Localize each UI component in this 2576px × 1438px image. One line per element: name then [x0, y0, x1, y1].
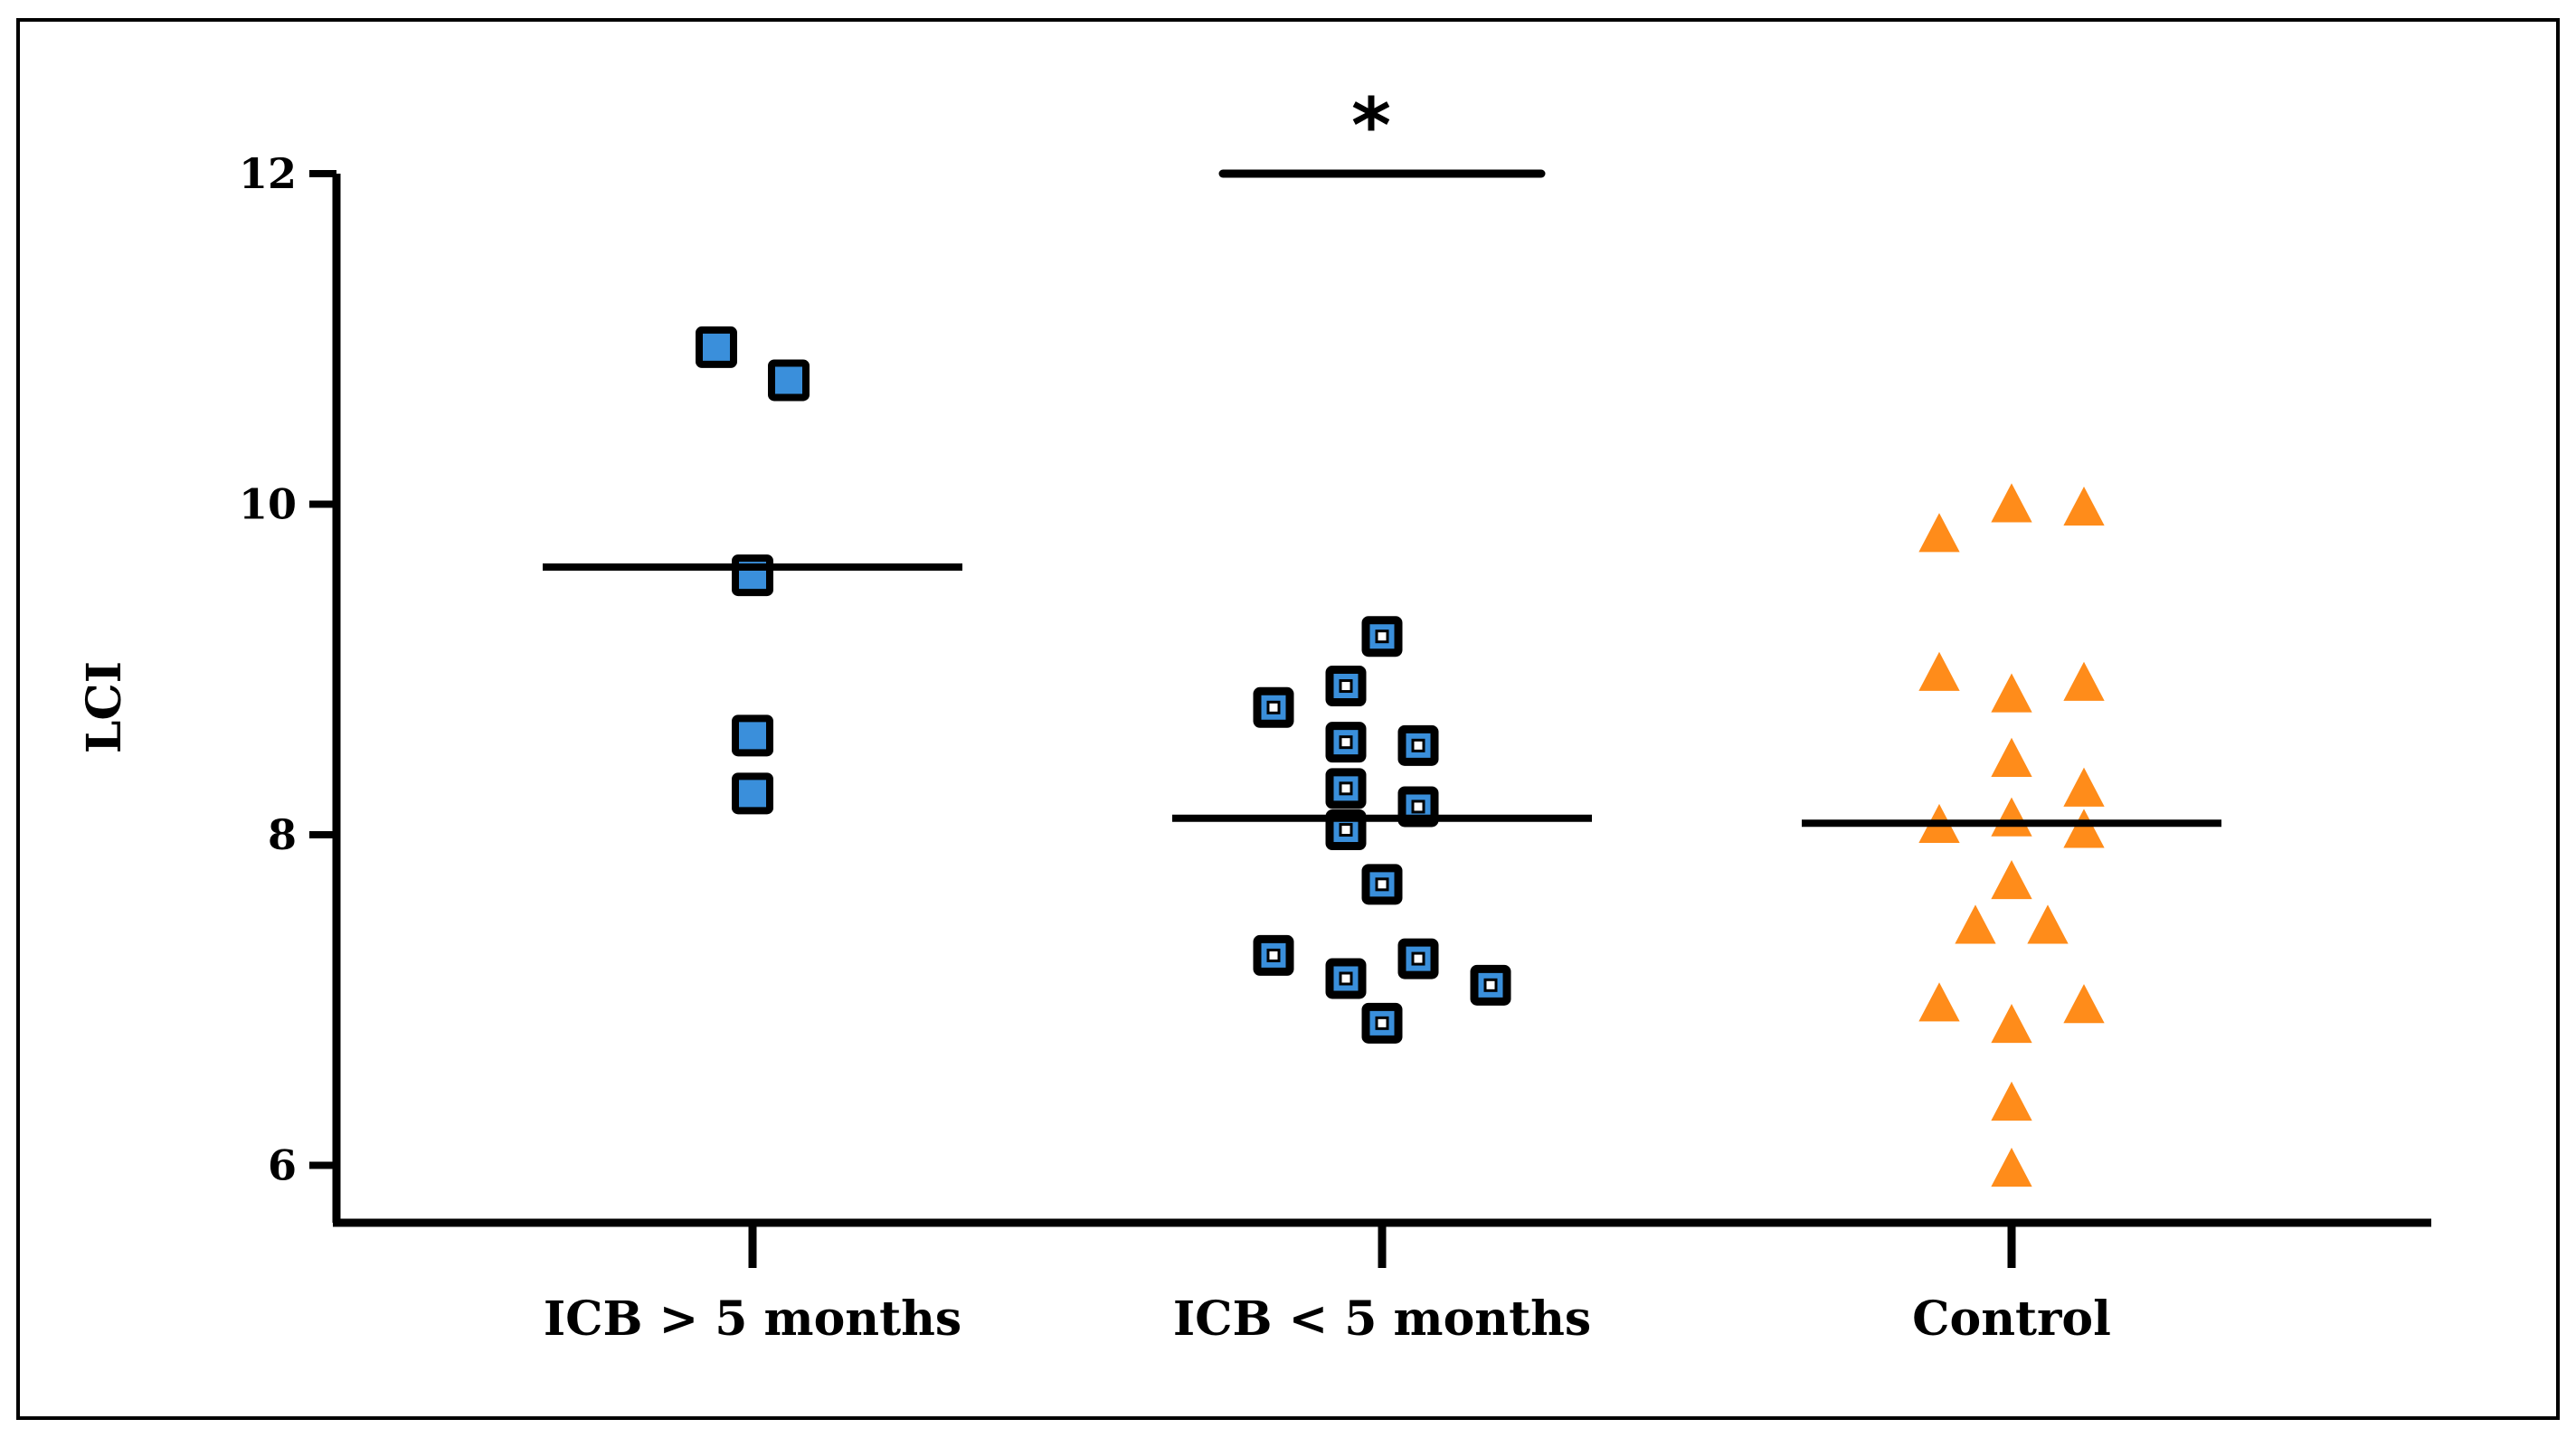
data-point-square [732, 714, 773, 757]
y-tick-label: 8 [268, 810, 297, 859]
plot-area: 6 8 10 12 LCI ICB > 5 months ICB < 5 months Con… [77, 81, 2431, 1347]
y-tick-label: 10 [239, 480, 297, 529]
data-point-open-square-center [1411, 738, 1425, 752]
x-tick-label: Control [1912, 1291, 2111, 1347]
data-point-open-square-center [1266, 948, 1281, 962]
data-point-triangle [1918, 513, 1960, 553]
data-point-triangle [1991, 737, 2032, 777]
y-tick-label: 6 [268, 1141, 297, 1190]
data-point-square [768, 359, 810, 402]
data-point-triangle [2027, 904, 2069, 944]
data-point-open-square-center [1339, 971, 1353, 986]
data-point-triangle [2063, 809, 2105, 848]
y-tick-label: 12 [239, 149, 297, 198]
data-point-triangle [1991, 1148, 2032, 1187]
data-point-open-square-center [1375, 629, 1389, 644]
data-point-triangle [1918, 651, 1960, 691]
data-point-open-square-center [1375, 877, 1389, 892]
data-point-open-square-center [1339, 679, 1353, 694]
data-point-triangle [2063, 984, 2105, 1024]
x-tick-label: ICB > 5 months [544, 1291, 961, 1347]
data-point-triangle [1991, 1004, 2032, 1044]
data-point-triangle [1991, 673, 2032, 713]
data-point-triangle [1955, 904, 1996, 944]
data-point-open-square-center [1483, 978, 1498, 992]
x-tick-label: ICB < 5 months [1173, 1291, 1591, 1347]
data-point-open-square-center [1339, 735, 1353, 750]
data-point-triangle [2063, 487, 2105, 526]
data-point-open-square-center [1339, 781, 1353, 796]
data-point-triangle [1991, 860, 2032, 900]
data-point-open-square-center [1375, 1016, 1389, 1030]
data-point-open-square-center [1339, 823, 1353, 837]
data-point-square [732, 772, 773, 815]
data-point-square [696, 326, 737, 368]
data-point-square [732, 554, 773, 597]
data-point-open-square-center [1411, 799, 1425, 814]
y-axis-label: LCI [77, 661, 132, 753]
data-point-triangle [2063, 661, 2105, 701]
data-point-triangle [1991, 1081, 2032, 1121]
data-point-triangle [1991, 483, 2032, 523]
data-point-open-square-center [1411, 951, 1425, 966]
data-point-triangle [1918, 982, 1960, 1022]
significance-star: * [1351, 81, 1391, 170]
data-point-open-square-center [1266, 700, 1281, 714]
data-point-triangle [2063, 767, 2105, 807]
